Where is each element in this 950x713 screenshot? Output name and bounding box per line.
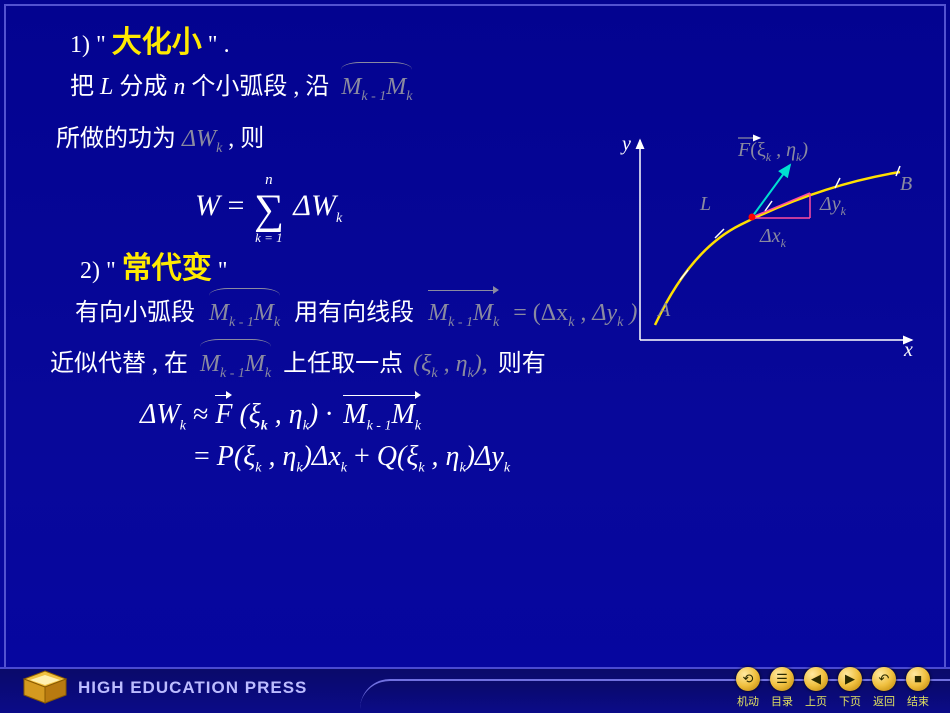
eq: = — [228, 188, 252, 221]
dW: ΔW — [293, 188, 336, 221]
arc: Mk - 1Mk — [209, 294, 280, 342]
nav-label: 上页 — [804, 693, 828, 709]
svg-text:B: B — [900, 173, 912, 195]
eq1: ΔWk ≈ F (ξk , ηk) · Mk - 1Mk — [140, 399, 930, 435]
nav-label: 下页 — [838, 693, 862, 709]
force-diagram: yxLABF(ξk , ηk)ΔxkΔyk — [620, 130, 920, 350]
brand-text: HIGH EDUCATION PRESS — [78, 678, 307, 698]
t: 所做的功为 — [56, 126, 182, 152]
step1-q2: " . — [208, 32, 230, 58]
nav-label: 目录 — [770, 693, 794, 709]
step2-hl: 常代变 — [122, 252, 212, 285]
W: W — [195, 188, 220, 221]
vec-M: Mk - 1Mk — [343, 399, 421, 435]
step2-num: 2) — [80, 258, 106, 284]
line-split: 把 L 分成 n 个小弧段 , 沿 Mk - 1Mk — [70, 68, 930, 116]
book-icon — [22, 669, 68, 707]
q: " — [218, 258, 228, 284]
nav-btn-上页[interactable]: ◀ — [804, 667, 828, 691]
nav-btn-结束[interactable]: ■ — [906, 667, 930, 691]
sigma: n ∑ k = 1 — [252, 176, 286, 240]
nav-label: 机动 — [736, 693, 760, 709]
step1-num: 1) — [70, 32, 96, 58]
eq-dxdy: = (Δxk , Δyk ) — [513, 300, 637, 326]
nav-buttons: ⟲ ☰ ◀ ▶ ↶ ■ — [736, 667, 930, 691]
svg-text:x: x — [903, 339, 913, 360]
svg-text:A: A — [656, 299, 671, 321]
nav-btn-目录[interactable]: ☰ — [770, 667, 794, 691]
t: , 则 — [228, 126, 264, 152]
dWk: ΔWk — [182, 126, 228, 152]
t: 分成 — [119, 74, 173, 100]
nav-label: 结束 — [906, 693, 930, 709]
step1-heading: 1) " 大化小 " . — [70, 24, 930, 64]
q: " — [106, 258, 122, 284]
arc: Mk - 1Mk — [200, 345, 271, 393]
arc-Mk: Mk - 1Mk — [341, 68, 412, 116]
step1-q1: " — [96, 32, 112, 58]
nav-labels: 机动目录上页下页返回结束 — [736, 693, 930, 709]
footer: HIGH EDUCATION PRESS ⟲ ☰ ◀ ▶ ↶ ■ 机动目录上页下页返回结束 — [0, 651, 950, 713]
vec-F: F — [215, 399, 232, 431]
svg-text:Δxk: Δxk — [759, 225, 787, 250]
svg-text:Δyk: Δyk — [819, 193, 847, 218]
eq-block: ΔWk ≈ F (ξk , ηk) · Mk - 1Mk = P(ξk , ηk… — [140, 399, 930, 476]
nav-label: 返回 — [872, 693, 896, 709]
eq2: = P(ξk , ηk)Δxk + Q(ξk , ηk)Δyk — [194, 441, 930, 477]
logo: HIGH EDUCATION PRESS — [22, 669, 307, 707]
n: n — [173, 74, 185, 100]
t: 把 — [70, 74, 100, 100]
svg-text:y: y — [620, 133, 631, 155]
nav-btn-下页[interactable]: ▶ — [838, 667, 862, 691]
nav-btn-机动[interactable]: ⟲ — [736, 667, 760, 691]
nav-btn-返回[interactable]: ↶ — [872, 667, 896, 691]
t: 个小弧段 , 沿 — [191, 74, 329, 100]
L: L — [100, 74, 113, 100]
point: (ξk , ηk), — [413, 351, 494, 377]
step1-hl: 大化小 — [112, 26, 202, 59]
vec: Mk - 1Mk — [428, 294, 499, 342]
svg-text:L: L — [699, 193, 711, 215]
svg-text:F(ξk , ηk): F(ξk , ηk) — [737, 139, 808, 164]
